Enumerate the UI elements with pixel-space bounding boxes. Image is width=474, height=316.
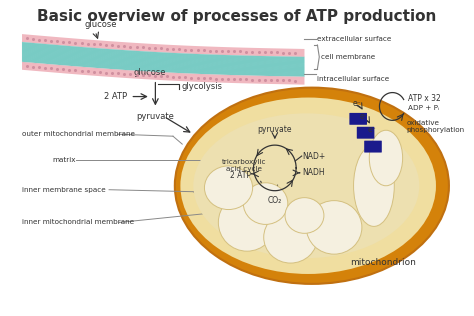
Polygon shape (22, 34, 304, 57)
Text: inner membrane space: inner membrane space (22, 187, 106, 193)
Ellipse shape (175, 88, 449, 284)
Text: NADH: NADH (302, 168, 325, 177)
Ellipse shape (243, 183, 288, 224)
Ellipse shape (204, 166, 253, 210)
Text: glycolysis: glycolysis (182, 82, 222, 91)
Ellipse shape (369, 130, 402, 186)
Text: ATP x 32: ATP x 32 (408, 94, 441, 103)
Text: e⁻: e⁻ (360, 112, 369, 121)
FancyBboxPatch shape (364, 141, 382, 153)
Text: matrix: matrix (53, 157, 76, 163)
Ellipse shape (193, 113, 419, 258)
Ellipse shape (354, 145, 394, 226)
Ellipse shape (285, 198, 324, 233)
FancyBboxPatch shape (349, 113, 367, 125)
Text: ADP + Pᵢ: ADP + Pᵢ (408, 106, 439, 112)
Ellipse shape (181, 98, 436, 274)
Text: CO₂: CO₂ (268, 196, 282, 205)
FancyBboxPatch shape (357, 127, 374, 139)
Text: e⁻: e⁻ (353, 100, 361, 108)
Ellipse shape (219, 194, 276, 251)
Text: pyruvate: pyruvate (137, 112, 174, 121)
Text: 2 ATP: 2 ATP (103, 92, 127, 101)
Text: 2 ATP: 2 ATP (230, 171, 251, 180)
Text: glucose: glucose (134, 68, 166, 77)
Text: mitochondrion: mitochondrion (350, 258, 416, 267)
Text: Basic overview of processes of ATP production: Basic overview of processes of ATP produ… (37, 9, 437, 24)
Text: cell membrane: cell membrane (321, 54, 375, 60)
Polygon shape (22, 62, 304, 85)
Text: intracellular surface: intracellular surface (318, 76, 390, 82)
Text: inner mitochondrial membrane: inner mitochondrial membrane (22, 219, 134, 225)
Text: e⁻: e⁻ (367, 125, 376, 134)
Text: tricarboxylic
acid cycle: tricarboxylic acid cycle (222, 160, 266, 173)
Text: outer mitochondrial membrane: outer mitochondrial membrane (22, 131, 135, 137)
Polygon shape (22, 42, 304, 77)
Text: oxidative
phosphorylation: oxidative phosphorylation (406, 120, 465, 133)
Ellipse shape (264, 211, 318, 263)
Ellipse shape (306, 201, 362, 254)
Text: glucose: glucose (84, 20, 117, 29)
Text: extracellular surface: extracellular surface (318, 36, 392, 42)
Text: NAD+: NAD+ (302, 151, 326, 161)
Text: pyruvate: pyruvate (257, 125, 292, 134)
